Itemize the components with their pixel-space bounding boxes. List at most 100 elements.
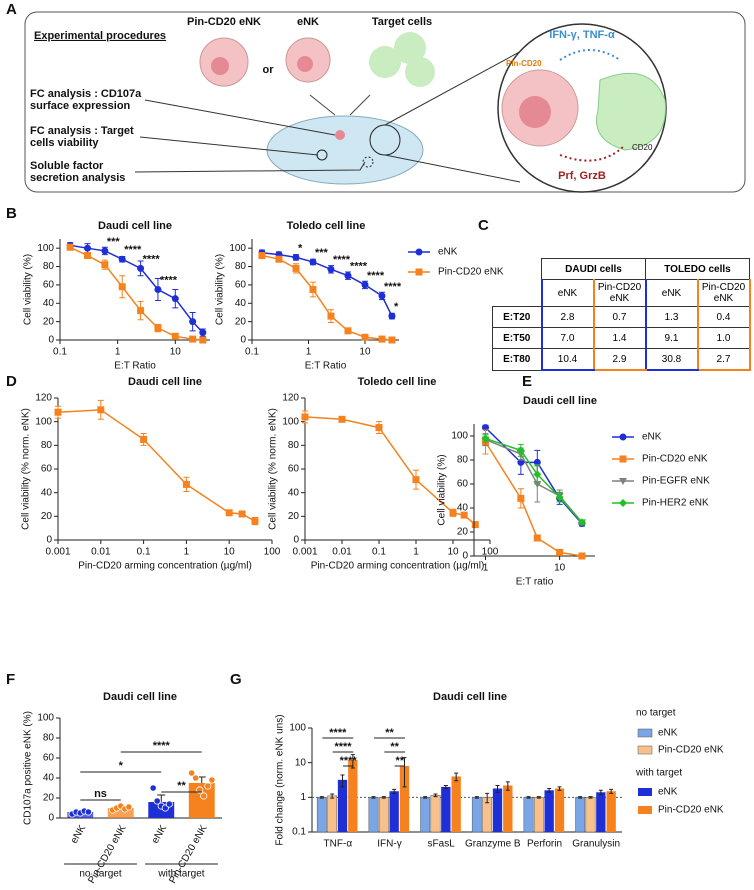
y-tick-label: 40: [41, 487, 53, 498]
y-tick-label: 20: [235, 316, 247, 327]
marker: [344, 327, 352, 335]
x-axis-label: Pin-CD20 arming concentration (µg/ml): [78, 561, 252, 572]
marker: [101, 247, 109, 255]
bar: [503, 785, 513, 832]
error-bar: [495, 784, 500, 793]
marker: [258, 252, 266, 260]
error-bar: [536, 796, 541, 799]
significance: ****: [340, 755, 358, 767]
error-bar: [485, 792, 490, 804]
error-bar: [505, 781, 510, 791]
marker: [101, 261, 109, 269]
bar: [451, 776, 461, 832]
y-tick-label: 80: [43, 733, 55, 744]
y-tick-label: 40: [43, 298, 55, 309]
panel-label: B: [6, 205, 17, 222]
x-tick-label: Perforin: [527, 839, 562, 850]
y-tick-label: 100: [451, 431, 468, 442]
error-bar: [598, 789, 603, 796]
bar: [554, 788, 565, 832]
marker: [533, 470, 542, 479]
y-axis-label: Cell viability (%): [437, 454, 448, 525]
x-tick-label: IFN-γ: [377, 839, 401, 850]
marker: [327, 312, 335, 320]
y-axis-label: Cell viability (%): [215, 254, 226, 325]
y-tick-label: 80: [43, 261, 55, 272]
y-tick-label: 10: [295, 757, 307, 768]
y-tick-label: 60: [288, 464, 300, 475]
bar: [430, 794, 441, 833]
chart-title: Daudi cell line: [433, 691, 507, 703]
y-tick-label: 80: [235, 261, 247, 272]
marker: [481, 434, 490, 443]
target-cell: [369, 46, 401, 78]
bar: [389, 791, 399, 832]
y-tick-label: 100: [37, 713, 54, 724]
bar: [348, 759, 358, 832]
chart-title: Daudi cell line: [128, 376, 202, 388]
marker: [533, 458, 541, 466]
x-tick-label: 0.01: [332, 547, 352, 558]
error-bar: [423, 796, 428, 799]
marker: [154, 324, 162, 332]
marker: [481, 424, 489, 432]
error-bar: [547, 787, 552, 793]
marker: [97, 406, 105, 414]
diagram-title: Experimental procedures: [34, 30, 166, 42]
table-cell: 1.0: [696, 327, 751, 349]
x-tick-label: 100: [482, 547, 499, 558]
marker: [578, 552, 586, 560]
dish-cell: [335, 130, 345, 140]
series-line: [69, 246, 203, 341]
error-bar: [454, 772, 459, 782]
marker: [199, 336, 207, 344]
bar: [337, 779, 348, 832]
marker: [182, 480, 190, 488]
bar: [368, 797, 379, 833]
analysis-label: Soluble factor: [30, 160, 104, 172]
bar: [471, 797, 482, 833]
marker: [619, 478, 627, 485]
significance: ****: [143, 253, 161, 265]
zoom-label: Pin-CD20: [506, 59, 542, 68]
x-tick-label: Granzyme B: [465, 839, 521, 850]
y-tick-label: 80: [41, 440, 53, 451]
marker: [309, 286, 317, 293]
y-tick-label: 60: [41, 464, 53, 475]
marker: [361, 333, 369, 341]
significance: ****: [384, 281, 402, 293]
table-cell: 2.8: [540, 306, 594, 328]
series-line: [57, 409, 256, 522]
marker: [378, 335, 386, 343]
marker: [84, 252, 92, 260]
table-cell: 30.8: [644, 348, 698, 371]
x-tick-label: 0.1: [53, 347, 67, 358]
error-bar: [443, 784, 448, 789]
significance: ns: [94, 788, 107, 800]
x-tick-label: TNF-α: [324, 839, 353, 850]
marker: [517, 458, 525, 466]
marker: [84, 244, 92, 252]
x-tick-label: eNK: [69, 823, 88, 846]
zoom-label: CD20: [632, 143, 653, 152]
y-tick-label: 1: [300, 792, 306, 803]
x-tick-label: 1: [115, 347, 121, 358]
marker: [199, 329, 207, 337]
marker: [301, 413, 309, 421]
marker: [292, 253, 300, 261]
error-bar: [319, 796, 324, 799]
marker: [171, 332, 179, 340]
legend-swatch: [638, 788, 652, 796]
x-tick-label: 0.01: [91, 547, 111, 558]
column-header: Pin-CD20 eNK: [592, 279, 646, 307]
marker: [137, 264, 145, 272]
table-row: E:T50 7.0 1.4 9.1 1.0: [492, 327, 751, 349]
significance: ****: [124, 244, 142, 256]
marker: [189, 318, 197, 326]
marker: [118, 255, 126, 263]
significance: *: [119, 760, 124, 772]
legend-label: Pin-CD20 eNK: [438, 267, 504, 278]
x-tick-label: 1: [413, 547, 419, 558]
marker: [225, 509, 233, 517]
y-tick-label: 100: [229, 243, 246, 254]
